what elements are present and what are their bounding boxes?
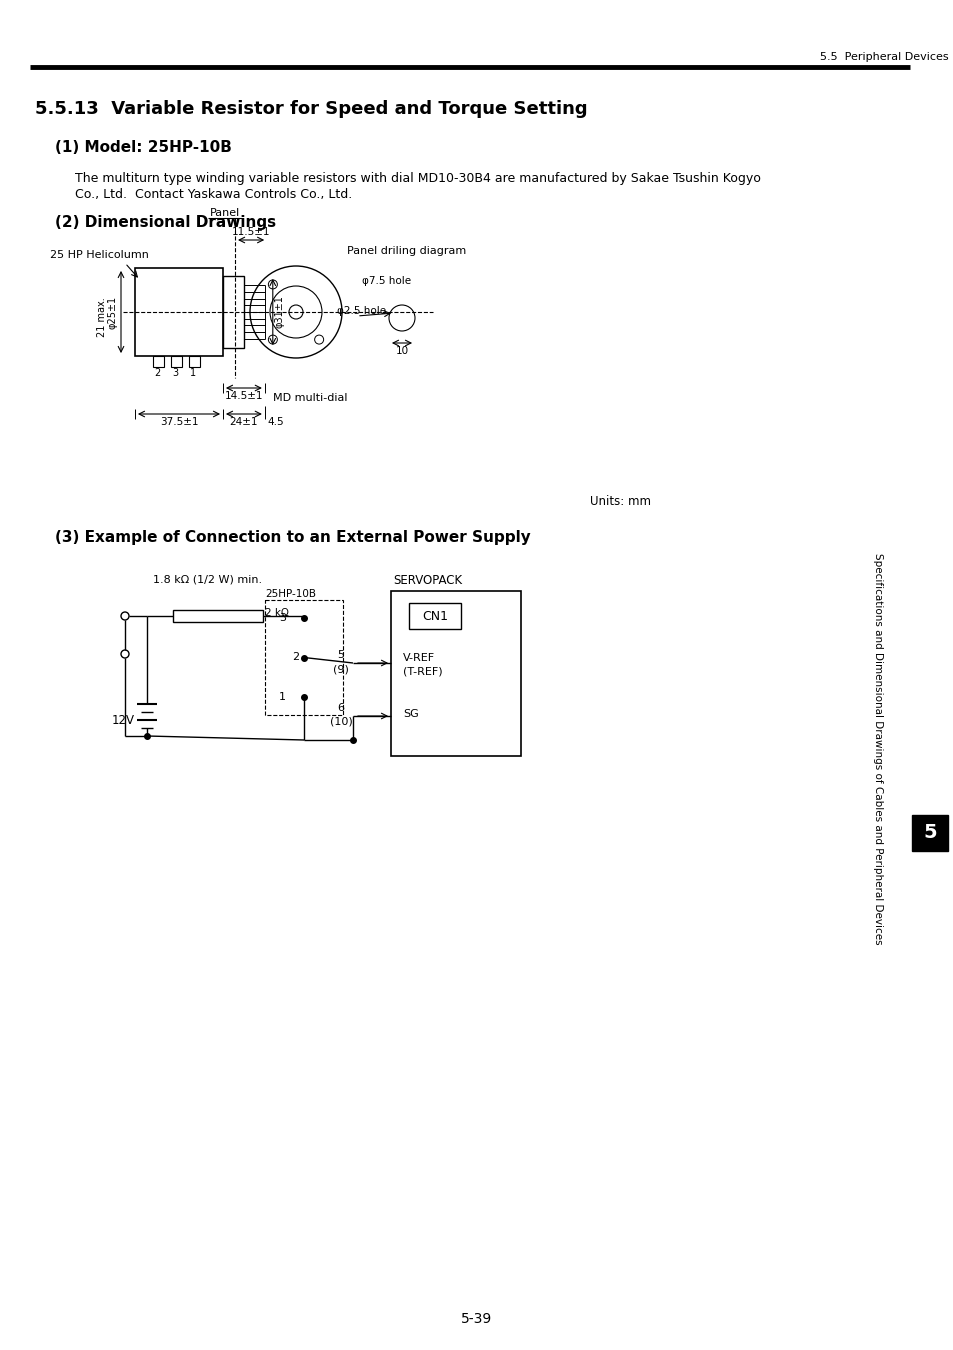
Text: 5.5.13  Variable Resistor for Speed and Torque Setting: 5.5.13 Variable Resistor for Speed and T…	[35, 100, 587, 117]
Text: V-REF: V-REF	[402, 653, 435, 663]
Text: (1) Model: 25HP-10B: (1) Model: 25HP-10B	[55, 140, 232, 155]
Text: CN1: CN1	[421, 609, 448, 622]
Text: 1.8 kΩ (1/2 W) min.: 1.8 kΩ (1/2 W) min.	[152, 574, 262, 585]
Text: 10: 10	[395, 346, 408, 356]
Text: 25 HP Helicolumn: 25 HP Helicolumn	[50, 250, 149, 261]
Text: φ25±1: φ25±1	[108, 296, 118, 328]
Text: Co., Ltd.  Contact Yaskawa Controls Co., Ltd.: Co., Ltd. Contact Yaskawa Controls Co., …	[75, 188, 352, 201]
Text: (10): (10)	[330, 717, 352, 728]
Text: 14.5±1: 14.5±1	[224, 392, 263, 401]
Bar	[189, 356, 200, 367]
Text: (2) Dimensional Drawings: (2) Dimensional Drawings	[55, 215, 275, 230]
Text: 5: 5	[923, 824, 936, 842]
Text: 25HP-10B: 25HP-10B	[265, 589, 315, 599]
Text: Panel driling diagram: Panel driling diagram	[347, 246, 466, 256]
Bar	[409, 603, 460, 629]
Text: 37.5±1: 37.5±1	[159, 417, 198, 427]
Text: 5-39: 5-39	[461, 1312, 492, 1326]
Bar	[265, 599, 343, 716]
Text: 2: 2	[292, 652, 298, 663]
Text: SERVOPACK: SERVOPACK	[393, 574, 461, 587]
Text: φ31±1: φ31±1	[274, 296, 285, 328]
Text: The multiturn type winding variable resistors with dial MD10-30B4 are manufactur: The multiturn type winding variable resi…	[75, 171, 760, 185]
Text: φ7.5 hole: φ7.5 hole	[361, 275, 411, 286]
Text: 6: 6	[337, 703, 344, 713]
Text: 5: 5	[337, 649, 344, 660]
Text: 2: 2	[153, 369, 160, 378]
Text: φ2.5 hole: φ2.5 hole	[336, 306, 386, 316]
Text: 4.5: 4.5	[268, 417, 284, 427]
Bar	[223, 275, 244, 348]
Text: MD multi-dial: MD multi-dial	[273, 393, 347, 404]
Text: SG: SG	[402, 709, 418, 720]
Text: 3: 3	[172, 369, 178, 378]
Bar	[391, 591, 520, 756]
Text: 21 max.: 21 max.	[97, 297, 107, 338]
Text: Panel: Panel	[210, 208, 240, 217]
Bar	[152, 356, 164, 367]
Text: 3: 3	[278, 613, 286, 622]
Text: (T-REF): (T-REF)	[402, 667, 442, 676]
Text: 12V: 12V	[112, 714, 135, 726]
Text: 2 kΩ: 2 kΩ	[265, 608, 289, 618]
Text: 1: 1	[278, 693, 286, 702]
Text: Units: mm: Units: mm	[589, 495, 650, 508]
Bar	[171, 356, 182, 367]
Text: (3) Example of Connection to an External Power Supply: (3) Example of Connection to an External…	[55, 531, 530, 545]
Text: 5.5  Peripheral Devices: 5.5 Peripheral Devices	[820, 53, 947, 62]
Text: Specifications and Dimensional Drawings of Cables and Peripheral Devices: Specifications and Dimensional Drawings …	[872, 554, 882, 945]
Text: 1: 1	[190, 369, 196, 378]
Bar	[911, 815, 947, 850]
Bar	[172, 610, 263, 622]
Text: 11.5±1: 11.5±1	[232, 227, 270, 238]
Bar	[135, 269, 223, 356]
Text: 24±1: 24±1	[230, 417, 258, 427]
Text: (9): (9)	[333, 664, 349, 674]
